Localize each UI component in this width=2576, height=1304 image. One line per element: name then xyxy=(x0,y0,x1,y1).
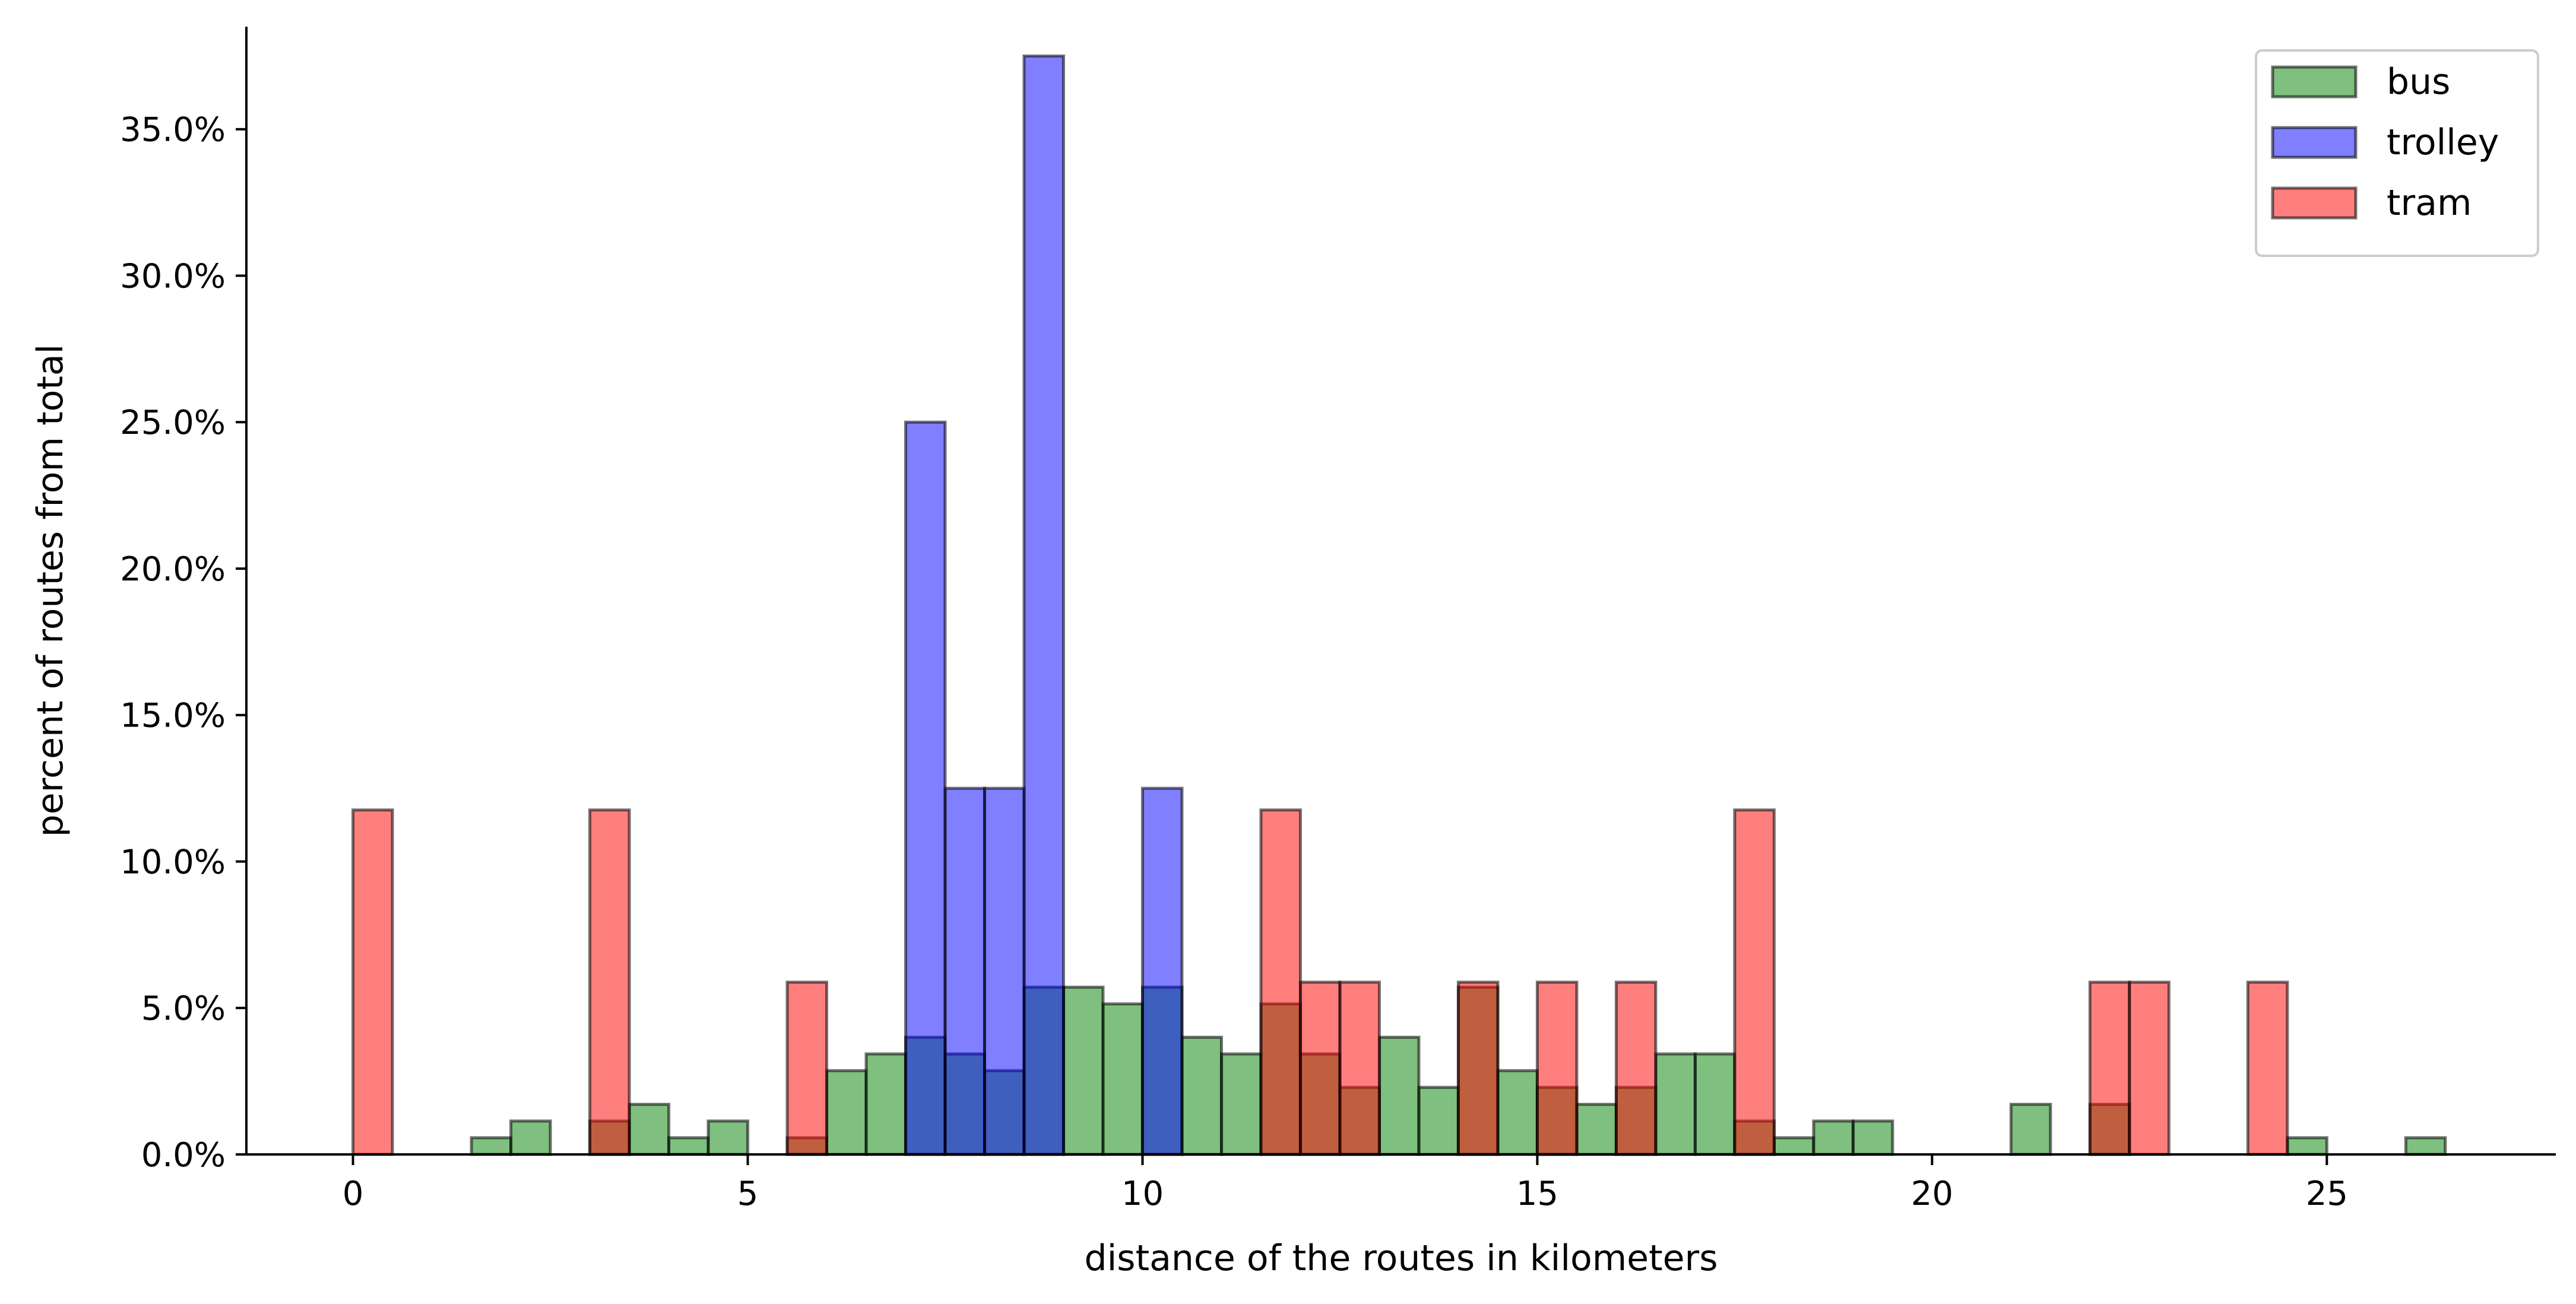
bus-bar xyxy=(1377,1036,1421,1156)
y-tick-label: 10.0% xyxy=(120,843,226,881)
y-tick-label: 30.0% xyxy=(120,257,226,296)
x-tick-label: 0 xyxy=(343,1175,364,1213)
bus-bar xyxy=(1062,985,1105,1156)
tram-bar xyxy=(1614,981,1658,1156)
x-axis-label: distance of the routes in kilometers xyxy=(1085,1238,1718,1279)
y-tick-label: 15.0% xyxy=(120,697,226,735)
trolley-bar xyxy=(1022,54,1065,1156)
tram-legend-swatch xyxy=(2271,186,2358,220)
tram-bar xyxy=(351,808,394,1156)
tram-bar xyxy=(2088,981,2131,1156)
bus-bar xyxy=(1693,1052,1737,1156)
bus-legend-label: bus xyxy=(2387,61,2450,103)
bus-bar xyxy=(1575,1103,1618,1156)
bus-bar xyxy=(667,1136,710,1156)
bus-bar xyxy=(509,1119,552,1156)
bus-bar xyxy=(1180,1036,1223,1156)
trolley-bar xyxy=(983,786,1026,1156)
y-tick-label: 20.0% xyxy=(120,550,226,589)
bus-bar xyxy=(1654,1052,1697,1156)
bus-bar xyxy=(628,1103,671,1156)
bus-bar xyxy=(706,1119,749,1156)
bus-bar xyxy=(2009,1103,2052,1156)
trolley-bar xyxy=(943,786,986,1156)
bus-bar xyxy=(1772,1136,1815,1156)
trolley-legend-swatch xyxy=(2271,126,2358,159)
y-tick-label: 25.0% xyxy=(120,404,226,442)
trolley-legend-label: trolley xyxy=(2387,122,2499,163)
tram-bar xyxy=(1456,981,1500,1156)
bus-bar xyxy=(864,1052,907,1156)
tram-bar xyxy=(1298,981,1342,1156)
legend: bus trolley tram xyxy=(2255,49,2539,257)
bus-legend-swatch xyxy=(2271,65,2358,99)
bus-bar xyxy=(1101,1002,1144,1156)
histogram-bars xyxy=(351,54,2447,1156)
tram-bar xyxy=(1259,808,1302,1156)
tram-bar xyxy=(1733,808,1776,1156)
tram-bar xyxy=(1535,981,1579,1156)
y-tick-label: 35.0% xyxy=(120,111,226,150)
bus-bar xyxy=(1417,1086,1460,1156)
bus-bar xyxy=(1219,1052,1263,1156)
axes xyxy=(245,27,2556,1156)
tram-bar xyxy=(2246,981,2289,1156)
x-tick-label: 10 xyxy=(1121,1175,1164,1213)
x-tick-label: 25 xyxy=(2306,1175,2348,1213)
bus-bar xyxy=(2404,1136,2447,1156)
ticks: 0 5 10 15 20 25 0.0% 5.0% 10.0% 15.0% 20.0% 25.0% 30… xyxy=(120,111,2348,1213)
bus-bar xyxy=(2286,1136,2328,1156)
tram-bar xyxy=(1338,981,1381,1156)
y-axis-label: percent of routes from total xyxy=(30,344,71,837)
bus-bar xyxy=(1496,1069,1539,1156)
bus-bar xyxy=(1812,1119,1855,1156)
tram-bar xyxy=(2128,981,2171,1156)
x-tick-label: 20 xyxy=(1911,1175,1953,1213)
x-tick-label: 15 xyxy=(1516,1175,1558,1213)
tram-bar xyxy=(785,981,828,1156)
tram-bar xyxy=(588,808,631,1156)
trolley-bar xyxy=(904,420,947,1156)
x-tick-label: 5 xyxy=(737,1175,759,1213)
trolley-series xyxy=(904,54,1184,1156)
trolley-bar xyxy=(1140,786,1184,1156)
bus-bar xyxy=(1851,1119,1894,1156)
bus-bar xyxy=(825,1069,868,1156)
tram-legend-label: tram xyxy=(2387,182,2472,224)
y-tick-label: 5.0% xyxy=(141,989,226,1028)
bus-bar xyxy=(470,1136,513,1156)
y-tick-label: 0.0% xyxy=(141,1136,226,1175)
tram-series xyxy=(351,808,2289,1156)
